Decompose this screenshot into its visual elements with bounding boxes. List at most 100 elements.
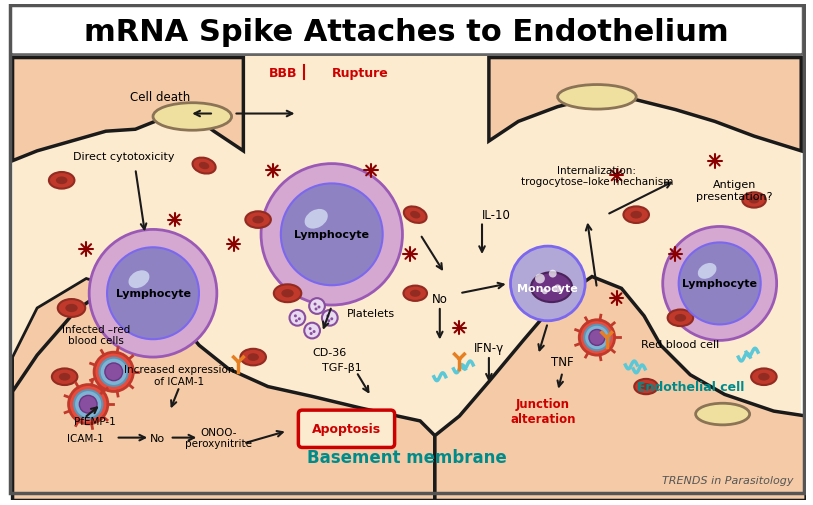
Circle shape bbox=[663, 227, 776, 341]
Ellipse shape bbox=[641, 383, 651, 390]
Text: TGF-β1: TGF-β1 bbox=[322, 362, 362, 372]
Circle shape bbox=[294, 315, 297, 318]
Text: Junction
alteration: Junction alteration bbox=[510, 397, 576, 425]
Bar bbox=[12, 436, 801, 490]
Circle shape bbox=[542, 289, 548, 294]
Circle shape bbox=[615, 297, 618, 300]
Ellipse shape bbox=[531, 273, 572, 302]
Circle shape bbox=[615, 174, 618, 178]
Circle shape bbox=[304, 323, 320, 339]
Circle shape bbox=[674, 252, 677, 256]
PathPatch shape bbox=[12, 59, 243, 161]
Text: Lymphocyte: Lymphocyte bbox=[682, 279, 757, 289]
Circle shape bbox=[105, 363, 123, 381]
Circle shape bbox=[679, 243, 761, 325]
Ellipse shape bbox=[56, 177, 67, 185]
PathPatch shape bbox=[435, 277, 806, 500]
Text: Lymphocyte: Lymphocyte bbox=[294, 230, 369, 240]
Bar bbox=[12, 56, 801, 458]
Circle shape bbox=[322, 311, 337, 326]
Ellipse shape bbox=[749, 197, 759, 204]
Text: PfEMP-1: PfEMP-1 bbox=[75, 416, 116, 426]
Circle shape bbox=[99, 358, 128, 386]
PathPatch shape bbox=[489, 59, 801, 152]
Text: BBB: BBB bbox=[269, 67, 298, 80]
FancyBboxPatch shape bbox=[11, 6, 803, 56]
Text: Internalization:
trogocytose–loke mechanism: Internalization: trogocytose–loke mechan… bbox=[521, 165, 673, 187]
Ellipse shape bbox=[404, 207, 427, 224]
Ellipse shape bbox=[193, 158, 215, 174]
Circle shape bbox=[328, 320, 330, 323]
Circle shape bbox=[535, 274, 545, 284]
Ellipse shape bbox=[241, 349, 266, 366]
Circle shape bbox=[579, 320, 615, 356]
Ellipse shape bbox=[630, 212, 642, 219]
Ellipse shape bbox=[759, 373, 770, 381]
Ellipse shape bbox=[65, 304, 78, 313]
Text: TRENDS in Parasitology: TRENDS in Parasitology bbox=[662, 475, 793, 485]
Circle shape bbox=[280, 184, 383, 286]
Circle shape bbox=[80, 395, 97, 413]
Circle shape bbox=[94, 352, 133, 392]
Circle shape bbox=[261, 164, 402, 306]
Text: Rupture: Rupture bbox=[332, 67, 389, 80]
Circle shape bbox=[295, 320, 298, 323]
Circle shape bbox=[409, 252, 412, 256]
Text: Increased expression
of ICAM-1: Increased expression of ICAM-1 bbox=[124, 364, 235, 386]
Text: TNF: TNF bbox=[551, 356, 574, 369]
Circle shape bbox=[309, 327, 311, 330]
Ellipse shape bbox=[410, 212, 420, 219]
Text: No: No bbox=[432, 292, 448, 305]
Circle shape bbox=[326, 315, 329, 318]
Circle shape bbox=[330, 318, 333, 321]
Ellipse shape bbox=[49, 173, 75, 189]
Circle shape bbox=[310, 332, 313, 335]
Circle shape bbox=[585, 325, 610, 350]
Circle shape bbox=[89, 230, 217, 358]
Text: Red blood cell: Red blood cell bbox=[641, 340, 720, 350]
Ellipse shape bbox=[247, 354, 259, 361]
Text: Lymphocyte: Lymphocyte bbox=[115, 289, 190, 298]
Ellipse shape bbox=[698, 264, 716, 279]
PathPatch shape bbox=[12, 284, 435, 500]
Circle shape bbox=[289, 311, 305, 326]
Circle shape bbox=[232, 243, 235, 246]
Text: ONOO-
peroxynitrite: ONOO- peroxynitrite bbox=[185, 427, 252, 448]
Ellipse shape bbox=[281, 289, 293, 298]
Text: Monocyte: Monocyte bbox=[517, 284, 578, 294]
Text: Cell death: Cell death bbox=[130, 91, 190, 104]
Ellipse shape bbox=[624, 207, 649, 224]
Text: ICAM-1: ICAM-1 bbox=[67, 433, 103, 443]
Text: Platelets: Platelets bbox=[346, 308, 394, 318]
Circle shape bbox=[511, 246, 585, 321]
Ellipse shape bbox=[675, 314, 686, 322]
Text: IFN-γ: IFN-γ bbox=[474, 341, 504, 354]
Circle shape bbox=[74, 390, 102, 419]
Circle shape bbox=[298, 318, 301, 321]
Text: No: No bbox=[150, 433, 164, 443]
Ellipse shape bbox=[52, 369, 77, 385]
Ellipse shape bbox=[667, 310, 693, 326]
Text: Basement membrane: Basement membrane bbox=[307, 448, 506, 466]
Ellipse shape bbox=[246, 212, 271, 228]
Ellipse shape bbox=[59, 373, 71, 381]
Text: Antigen
presentation?: Antigen presentation? bbox=[696, 180, 772, 201]
Ellipse shape bbox=[305, 210, 328, 229]
Ellipse shape bbox=[153, 104, 232, 131]
Circle shape bbox=[314, 303, 316, 306]
Text: Direct cytotoxicity: Direct cytotoxicity bbox=[73, 152, 174, 162]
Circle shape bbox=[271, 170, 275, 173]
Text: CD-36: CD-36 bbox=[312, 347, 346, 358]
Ellipse shape bbox=[58, 299, 85, 317]
Circle shape bbox=[85, 248, 88, 251]
Ellipse shape bbox=[199, 163, 209, 170]
Circle shape bbox=[589, 330, 605, 346]
FancyBboxPatch shape bbox=[298, 410, 394, 447]
Circle shape bbox=[173, 219, 176, 222]
Text: IL-10: IL-10 bbox=[482, 209, 511, 222]
Ellipse shape bbox=[410, 290, 420, 297]
Text: mRNA Spike Attaches to Endothelium: mRNA Spike Attaches to Endothelium bbox=[84, 18, 728, 46]
Circle shape bbox=[554, 285, 562, 293]
Ellipse shape bbox=[751, 369, 776, 385]
Text: Apoptosis: Apoptosis bbox=[312, 423, 381, 435]
